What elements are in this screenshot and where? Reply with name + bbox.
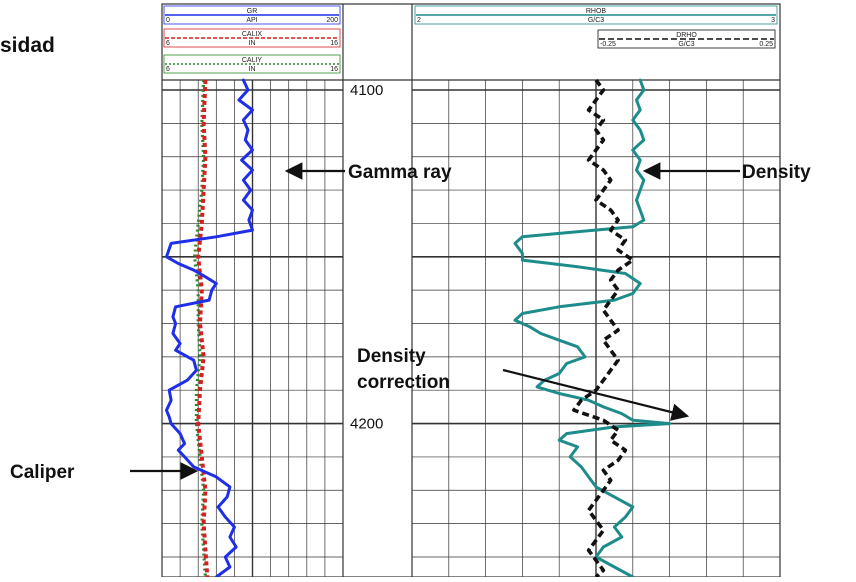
curve-mnemonic: GR	[247, 8, 258, 15]
caliper-x-curve	[196, 79, 210, 578]
curve-mnemonic: CALIX	[242, 31, 263, 38]
density-curve	[513, 78, 672, 579]
log-curves	[165, 78, 672, 579]
gamma-ray-curve	[165, 78, 254, 579]
caliper-label: Caliper	[10, 462, 75, 483]
curve-mnemonic: DRHO	[676, 32, 697, 39]
depth-tick-label: 4100	[350, 82, 383, 99]
annotations: Gamma ray Density Density correction Caliper	[10, 162, 811, 483]
density-correction-label: Density correction	[357, 346, 450, 393]
curve-unit: IN	[249, 66, 256, 73]
log-grid	[162, 80, 780, 577]
curve-scale-min: -0.25	[600, 41, 616, 48]
curve-scale-max: 3	[771, 17, 775, 24]
curve-scale-max: 0.25	[759, 41, 773, 48]
curve-unit: G/C3	[588, 17, 604, 24]
curve-scale-max: 16	[330, 40, 338, 47]
curve-header-box	[163, 54, 341, 74]
gamma-ray-label: Gamma ray	[348, 162, 452, 183]
curve-scale-max: 200	[326, 17, 338, 24]
density-correction-curve	[572, 78, 635, 579]
curve-header-box	[597, 29, 776, 49]
curve-unit: API	[246, 17, 257, 24]
curve-scale-min: 6	[166, 66, 170, 73]
page-title-fragment: sidad	[0, 34, 55, 57]
curve-mnemonic: RHOB	[586, 8, 607, 15]
curve-headers: GR 0 API 200 CALIX 6 IN 16 CALIY 6 IN 16 RHOB 2 G/C3 3 D…	[163, 5, 778, 74]
curve-scale-min: 6	[166, 40, 170, 47]
density-label: Density	[742, 162, 811, 183]
curve-scale-max: 16	[330, 66, 338, 73]
curve-unit: IN	[249, 40, 256, 47]
density-correction-arrow	[502, 368, 690, 421]
curve-mnemonic: CALIY	[242, 57, 263, 64]
curve-unit: G/C3	[678, 41, 694, 48]
curve-scale-min: 0	[166, 17, 170, 24]
depth-ticks: 4100 4200	[350, 82, 383, 433]
depth-tick-label: 4200	[350, 416, 383, 433]
curve-scale-min: 2	[417, 17, 421, 24]
